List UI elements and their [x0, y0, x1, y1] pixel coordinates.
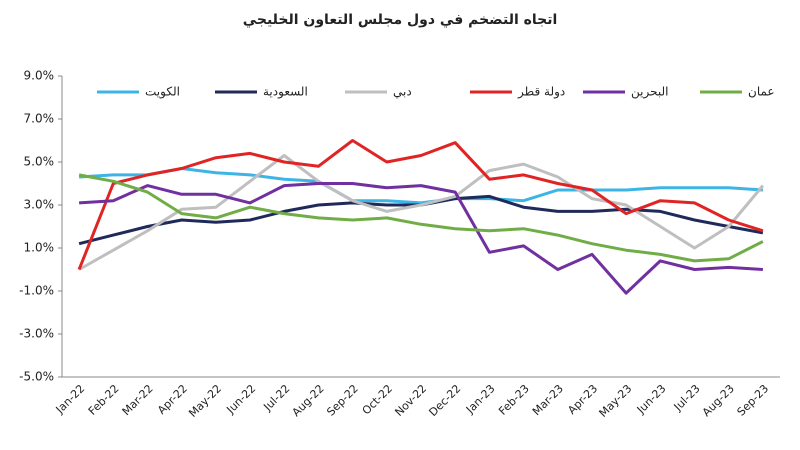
x-tick-label: Mar-22 [120, 382, 156, 418]
y-tick-label: 7.0% [24, 112, 55, 126]
x-tick-label: Aug-23 [700, 382, 737, 419]
y-tick-label: 1.0% [24, 241, 55, 255]
x-tick-label: Aug-22 [290, 382, 327, 419]
x-tick-label: Oct-22 [360, 382, 395, 417]
y-tick-label: -3.0% [19, 327, 54, 341]
x-tick-label: Feb-22 [86, 382, 122, 418]
x-tick-label: Jun-22 [224, 382, 259, 417]
x-tick-label: Jun-23 [634, 382, 669, 417]
y-tick-label: 5.0% [24, 155, 55, 169]
legend-label: دبي [393, 85, 412, 99]
series-line [78, 173, 764, 263]
x-tick-label: Apr-22 [155, 382, 190, 417]
x-tick-label: Apr-23 [565, 382, 600, 417]
y-tick-label: 3.0% [24, 198, 55, 212]
series-line [79, 182, 763, 295]
x-tick-label: Sep-22 [324, 382, 361, 419]
series-line [79, 167, 763, 205]
legend-label: البحرين [631, 85, 668, 100]
x-tick-label: Nov-22 [392, 382, 429, 419]
legend-label: دولة قطر [517, 85, 565, 100]
y-tick-label: -5.0% [19, 370, 54, 384]
x-tick-label: Mar-23 [530, 382, 566, 418]
x-tick-label: Jan-22 [53, 382, 88, 417]
legend-label: الكويت [145, 85, 180, 100]
legend-label: عمان [748, 85, 775, 99]
y-tick-label: -1.0% [19, 284, 54, 298]
x-tick-label: May-22 [186, 382, 224, 420]
series-line [77, 139, 764, 271]
chart-title: اتجاه التضخم في دول مجلس التعاون الخليجي [243, 12, 558, 28]
y-tick-label: 9.0% [24, 69, 55, 83]
series-line [78, 154, 765, 271]
x-tick-label: Dec-22 [426, 382, 463, 419]
legend-label: السعودية [263, 85, 308, 100]
x-tick-label: Feb-23 [496, 382, 532, 418]
x-tick-label: Sep-23 [735, 382, 772, 419]
x-tick-label: Jul-23 [671, 382, 703, 414]
x-tick-label: Jul-22 [260, 382, 292, 414]
x-tick-label: May-23 [597, 382, 635, 420]
x-tick-label: Jan-23 [463, 382, 498, 417]
